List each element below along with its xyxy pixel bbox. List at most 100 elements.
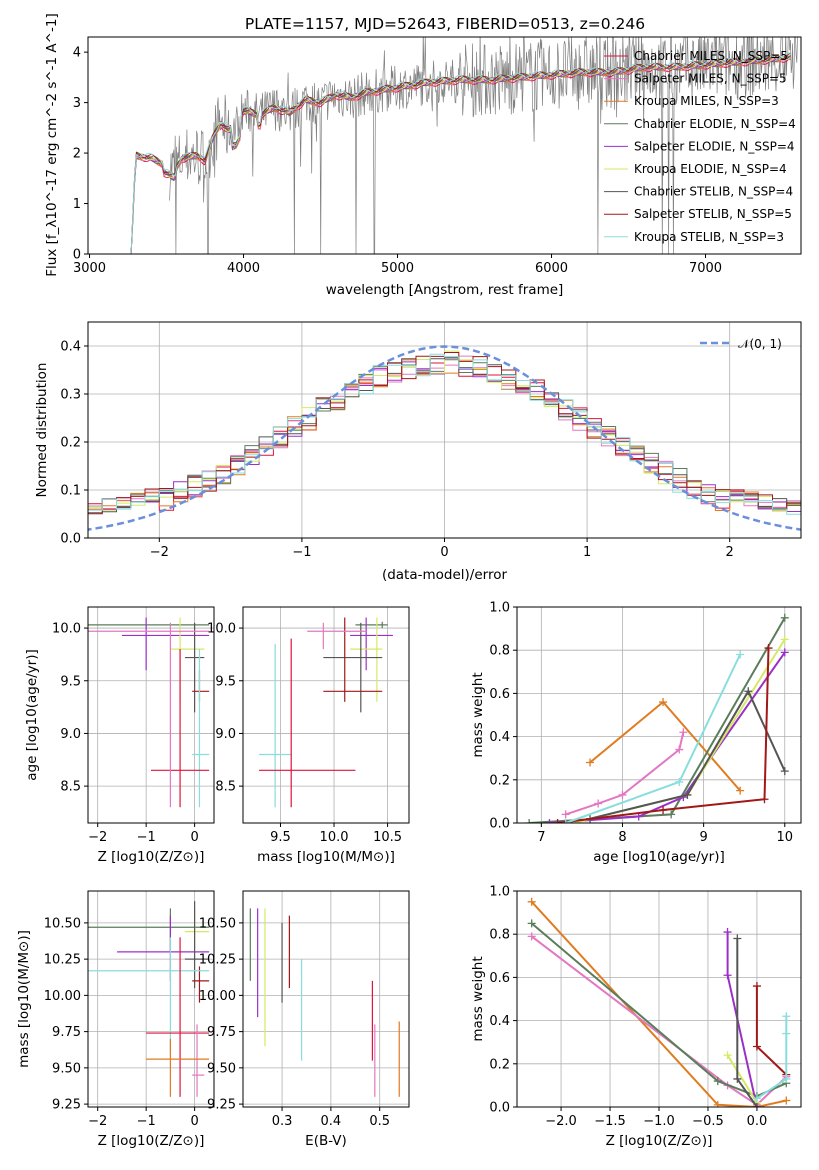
- age-vs-mass-ytick-label: 9.5: [215, 674, 236, 689]
- spectrum-legend: Chabrier MILES, N_SSP=5 Salpeter MILES, N…: [604, 49, 796, 244]
- massweight-vs-Z-ytick-label: 0.4: [489, 1014, 510, 1029]
- mass-vs-Z-xlabel: Z [log10(Z/Z⊙)]: [98, 1133, 205, 1149]
- age-vs-mass-ytick-label: 9.0: [215, 727, 236, 742]
- age-vs-Z-ytick-label: 9.0: [60, 727, 81, 742]
- residual-frame: [87, 321, 802, 539]
- mass-weight-marker: [733, 934, 742, 943]
- mass-weight-marker: [527, 919, 536, 928]
- spectrum-ytick-label: 3: [73, 96, 81, 111]
- massweight-vs-age-ytick-label: 0.2: [489, 773, 510, 788]
- spectrum-plot-area: [120, 37, 798, 254]
- age-vs-Z-xtick-label: −2: [88, 830, 107, 845]
- massweight-vs-age-xtick-label: 8: [618, 830, 626, 845]
- mass-vs-EBV-ytick-label: 9.75: [207, 1025, 236, 1040]
- residuals-axes: −2 −1 0 1 2 0.0 0.1 0.2 0.3 0.4 (data-model)/error…: [34, 321, 802, 583]
- mass-weight-marker: [594, 799, 603, 808]
- massweight-vs-age-ytick-label: 0.4: [489, 730, 510, 745]
- mass-weight-marker: [733, 1074, 742, 1083]
- massweight-vs-Z-xtick-label: −2.0: [545, 1114, 577, 1129]
- mass-weight-marker: [736, 650, 745, 659]
- mass-weight-marker: [675, 777, 684, 786]
- mass-weight-marker: [782, 1074, 791, 1083]
- mass-weight-marker: [659, 698, 668, 707]
- age-vs-Z-xtick-label: 0: [190, 830, 198, 845]
- massweight-vs-Z-xtick-label: −1.0: [643, 1114, 675, 1129]
- mass-weight-line: [756, 1016, 788, 1100]
- mass-weight-marker: [679, 728, 688, 737]
- mass-vs-Z-plot-area: [88, 901, 210, 1097]
- age-vs-Z-ylabel: age [log10(age/yr)]: [24, 649, 40, 781]
- residuals-ytick-label: 0.1: [60, 484, 81, 499]
- mass-weight-marker: [561, 810, 570, 819]
- age-vs-mass-ytick-label: 10.0: [207, 622, 236, 637]
- mass-weight-marker: [780, 613, 789, 622]
- mass-weight-marker: [780, 767, 789, 776]
- mass-weight-marker: [667, 810, 676, 819]
- mass-vs-EBV-ytick-label: 10.00: [199, 989, 236, 1004]
- massweight-vs-Z-xtick-label: −1.5: [594, 1114, 626, 1129]
- gaussian-legend-label: 𝒩(0, 1): [738, 337, 782, 351]
- mass-vs-EBV-xtick-label: 0.3: [272, 1114, 293, 1129]
- mass-weight-marker: [561, 819, 570, 823]
- massweight-vs-age-xtick-label: 9: [699, 830, 707, 845]
- mass-vs-EBV-xlabel: E(B-V): [305, 1133, 347, 1149]
- massweight-vs-Z-ytick-label: 0.2: [489, 1057, 510, 1072]
- mass-weight-marker: [723, 971, 732, 980]
- mass-vs-EBV-ytick-label: 9.50: [207, 1061, 236, 1076]
- age-vs-Z-xtick-label: −1: [137, 830, 156, 845]
- mass-vs-Z-ytick-label: 9.75: [52, 1025, 81, 1040]
- legend-entry: Kroupa MILES, N_SSP=3: [634, 94, 779, 108]
- mass-weight-marker: [752, 982, 761, 991]
- age-vs-Z-ytick-label: 8.5: [60, 780, 81, 795]
- spectrum-xtick-label: 7000: [689, 261, 722, 276]
- mass-weight-line: [557, 647, 770, 823]
- mass-weight-marker: [752, 1103, 761, 1107]
- mass-vs-Z-ytick-label: 9.50: [52, 1061, 81, 1076]
- residuals-ytick-label: 0.2: [60, 436, 81, 451]
- massweight-vs-age-xtick-label: 10: [776, 830, 793, 845]
- mass-weight-line: [531, 935, 787, 1107]
- mass-vs-Z-ylabel: mass [log10(M/M⊙)]: [16, 930, 32, 1068]
- mass-weight-marker: [780, 635, 789, 644]
- mass-weight-marker: [760, 795, 769, 804]
- residuals-ytick-label: 0.4: [60, 340, 81, 355]
- mass-vs-EBV-xtick-label: 0.5: [369, 1114, 390, 1129]
- massweight-vs-age-frame: [516, 606, 802, 824]
- massweight-vs-age-ytick-label: 1.0: [489, 601, 510, 616]
- legend-entry: Kroupa STELIB, N_SSP=3: [634, 230, 784, 244]
- spectrum-ytick-label: 4: [73, 46, 81, 61]
- residuals-xtick-label: −1: [292, 545, 311, 560]
- legend-entry: Salpeter MILES, N_SSP=5: [634, 72, 787, 86]
- legend-entry: Salpeter ELODIE, N_SSP=4: [634, 139, 795, 153]
- residuals-xtick-label: 1: [583, 545, 591, 560]
- age-vs-Z-plot-area: [88, 617, 210, 808]
- mass-weight-marker: [525, 819, 534, 823]
- mass-vs-EBV-ytick-label: 9.25: [207, 1098, 236, 1113]
- mass-weight-marker: [675, 745, 684, 754]
- massweight-vs-age-ylabel: mass weight: [470, 672, 486, 757]
- mass-weight-marker: [713, 1100, 722, 1107]
- mass-weight-marker: [752, 1094, 761, 1103]
- age-vs-mass-plot-area: [259, 617, 393, 808]
- massweight-vs-age-axes: 7 8 9 10 0.0 0.2 0.4 0.6 0.8 1.0 age [log10(age/yr…: [470, 601, 802, 865]
- age-vs-mass-axes: 9.5 10.0 10.5 8.5 9.0 9.5 10.0 mass [log10(M/M⊙…: [207, 606, 410, 865]
- mass-weight-marker: [659, 806, 668, 815]
- mass-vs-EBV-frame: [242, 890, 410, 1108]
- mass-weight-marker: [527, 932, 536, 941]
- spectrum-model-line: [120, 52, 791, 254]
- spectrum-title: PLATE=1157, MJD=52643, FIBERID=0513, z=0…: [245, 15, 645, 33]
- spectrum-ytick-label: 2: [73, 147, 81, 162]
- age-vs-Z-frame: [87, 606, 215, 824]
- residuals-xtick-label: 0: [440, 545, 448, 560]
- residuals-xtick-label: 2: [726, 545, 734, 560]
- mass-vs-EBV-ytick-label: 10.50: [199, 916, 236, 931]
- age-vs-mass-xtick-label: 10.5: [373, 830, 402, 845]
- spectrum-xtick-label: 3000: [73, 261, 106, 276]
- residuals-xtick-label: −2: [150, 545, 169, 560]
- mass-vs-EBV-plot-area: [249, 908, 400, 1097]
- residuals-ytick-label: 0.3: [60, 388, 81, 403]
- mass-vs-Z-frame: [87, 890, 215, 1108]
- mass-weight-marker: [586, 758, 595, 767]
